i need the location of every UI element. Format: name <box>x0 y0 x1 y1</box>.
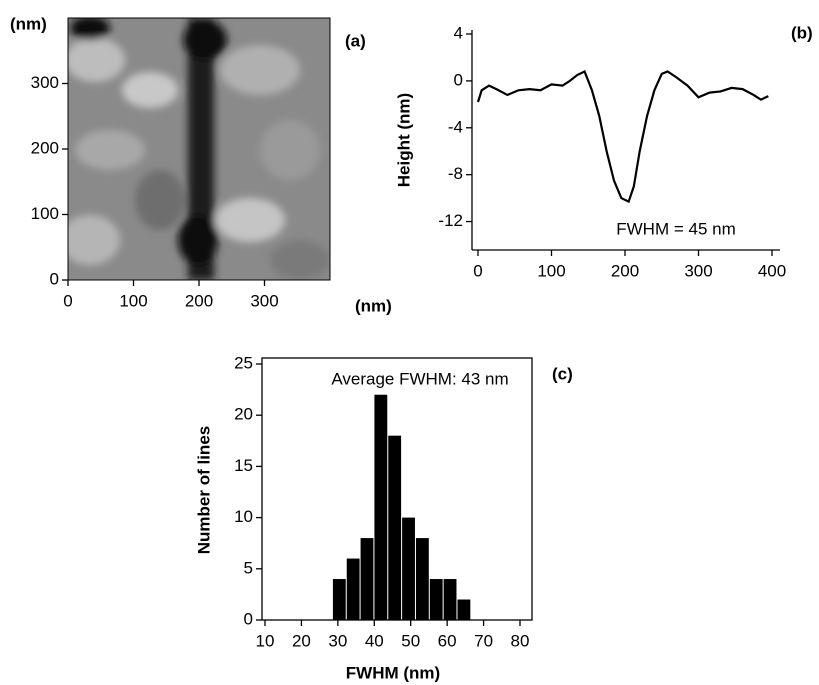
bar <box>360 538 374 620</box>
y-axis-label: (nm) <box>10 14 47 33</box>
x-tick-label: 200 <box>611 261 639 280</box>
afm-image <box>68 18 330 280</box>
y-tick-label: -12 <box>438 211 463 230</box>
y-tick-label: 0 <box>244 609 253 628</box>
panel-label: (a) <box>345 31 366 50</box>
x-tick-label: 50 <box>401 631 420 650</box>
y-tick-label: 10 <box>234 507 253 526</box>
bar <box>332 579 346 620</box>
x-tick-label: 10 <box>256 631 275 650</box>
y-tick-label: 5 <box>244 558 253 577</box>
x-tick-label: 60 <box>438 631 457 650</box>
y-axis-label: Number of lines <box>194 426 213 554</box>
x-tick-label: 20 <box>292 631 311 650</box>
bar <box>443 579 457 620</box>
bar <box>402 517 415 620</box>
x-tick-label: 300 <box>684 261 712 280</box>
bar <box>374 394 388 620</box>
y-tick-label: 20 <box>234 405 253 424</box>
x-tick-label: 100 <box>119 291 147 310</box>
x-tick-label: 70 <box>474 631 493 650</box>
y-tick-label: 25 <box>234 353 253 372</box>
y-tick-label: 0 <box>50 269 59 288</box>
y-tick-label: 0 <box>454 70 463 89</box>
x-tick-label: 0 <box>473 261 482 280</box>
annotation: Average FWHM: 43 nm <box>331 369 508 388</box>
profile-line <box>476 70 769 204</box>
y-tick-label: 100 <box>31 204 59 223</box>
panel-label: (b) <box>791 23 813 42</box>
bar <box>388 435 402 620</box>
y-tick-label: 300 <box>31 73 59 92</box>
x-tick-label: 100 <box>537 261 565 280</box>
y-tick-label: 200 <box>31 138 59 157</box>
x-axis-label: (nm) <box>355 296 392 315</box>
bar <box>457 599 471 620</box>
panel-label: (c) <box>552 364 573 383</box>
x-tick-label: 300 <box>250 291 278 310</box>
annotation: FWHM = 45 nm <box>616 219 736 238</box>
x-tick-label: 40 <box>365 631 384 650</box>
x-tick-label: 400 <box>758 261 786 280</box>
x-tick-label: 30 <box>328 631 347 650</box>
y-tick-label: 4 <box>454 23 463 42</box>
x-tick-label: 0 <box>63 291 72 310</box>
x-tick-label: 200 <box>185 291 213 310</box>
y-axis-label: Height (nm) <box>394 93 413 187</box>
bar <box>429 579 443 620</box>
x-tick-label: 80 <box>511 631 530 650</box>
y-tick-label: -4 <box>448 117 463 136</box>
x-axis-label: FWHM (nm) <box>346 663 440 682</box>
y-tick-label: 15 <box>234 456 253 475</box>
y-tick-label: -8 <box>448 164 463 183</box>
bar <box>415 538 429 620</box>
bar <box>346 558 360 620</box>
